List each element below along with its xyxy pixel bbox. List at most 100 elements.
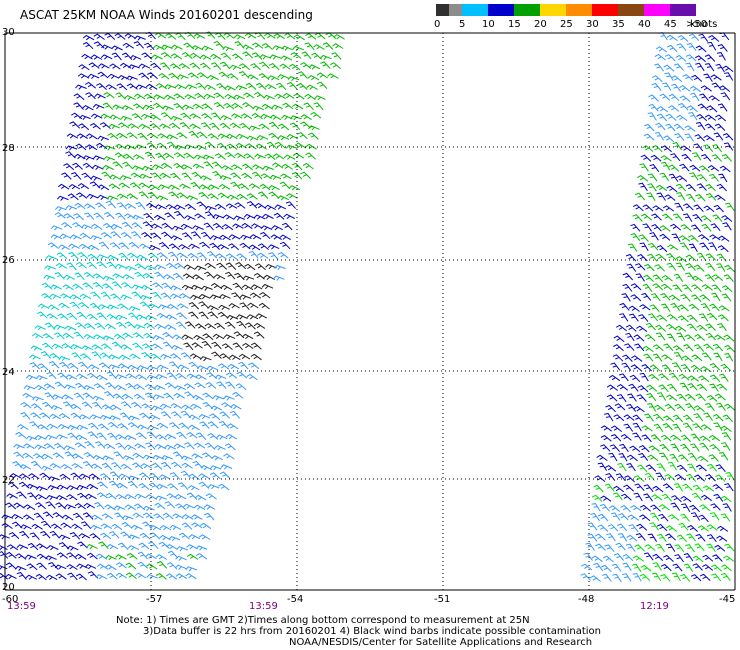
wind-barb bbox=[175, 32, 186, 41]
wind-barb bbox=[37, 311, 48, 319]
wind-barb bbox=[259, 61, 270, 69]
wind-barb bbox=[172, 513, 184, 519]
wind-barb bbox=[680, 364, 691, 373]
wind-barb bbox=[29, 362, 41, 370]
wind-barb bbox=[46, 371, 57, 380]
wind-barb bbox=[103, 391, 115, 399]
wind-barb bbox=[121, 281, 133, 289]
wind-barb bbox=[113, 333, 126, 340]
wind-barb bbox=[641, 425, 653, 432]
wind-barb bbox=[141, 352, 152, 360]
wind-barb bbox=[231, 53, 243, 61]
wind-barb bbox=[96, 492, 108, 499]
wind-barb bbox=[705, 193, 717, 201]
wind-barb bbox=[181, 404, 194, 411]
wind-barb bbox=[31, 523, 43, 530]
wind-barb bbox=[649, 232, 659, 241]
wind-barb bbox=[62, 332, 74, 340]
wind-barb bbox=[300, 114, 312, 121]
wind-barb bbox=[127, 544, 140, 551]
wind-barb bbox=[128, 312, 139, 321]
wind-barb bbox=[219, 411, 231, 419]
legend-swatch-2 bbox=[462, 4, 488, 16]
wind-barb bbox=[59, 361, 70, 370]
wind-barb bbox=[673, 273, 684, 283]
wind-barb bbox=[301, 51, 312, 60]
wind-barb bbox=[285, 144, 298, 150]
wind-barb bbox=[42, 401, 53, 409]
wind-barb bbox=[192, 163, 205, 169]
wind-barb bbox=[146, 202, 158, 209]
wind-barb bbox=[198, 301, 209, 309]
wind-barb bbox=[142, 454, 155, 460]
wind-barb bbox=[212, 395, 224, 401]
wind-barb bbox=[11, 513, 24, 520]
wind-barb bbox=[178, 422, 190, 430]
wind-barb bbox=[224, 151, 236, 159]
legend-swatch-7 bbox=[592, 4, 618, 16]
wind-barb bbox=[723, 334, 735, 342]
wind-barb bbox=[101, 404, 114, 411]
wind-barb bbox=[277, 251, 289, 259]
wind-barb bbox=[700, 215, 712, 223]
wind-barb bbox=[602, 555, 614, 563]
wind-barb bbox=[665, 113, 677, 121]
wind-barb bbox=[627, 514, 639, 521]
wind-barb bbox=[211, 455, 224, 461]
wind-barb bbox=[86, 133, 98, 140]
wind-barb bbox=[74, 272, 85, 281]
wind-barb bbox=[290, 51, 302, 59]
wind-barb bbox=[245, 143, 257, 150]
wind-barb bbox=[683, 213, 693, 222]
wind-barb bbox=[279, 241, 291, 250]
wind-barb bbox=[167, 141, 178, 150]
wind-barb bbox=[268, 191, 280, 199]
wind-barb bbox=[689, 172, 699, 181]
wind-barb bbox=[157, 184, 170, 190]
wind-barb bbox=[103, 443, 116, 450]
wind-barb bbox=[73, 93, 85, 101]
wind-barb bbox=[254, 32, 266, 40]
wind-barb bbox=[264, 84, 277, 90]
wind-barb bbox=[55, 262, 67, 269]
wind-barb bbox=[108, 364, 120, 370]
wind-barb bbox=[164, 382, 176, 389]
wind-barb bbox=[89, 122, 101, 130]
wind-barb bbox=[695, 464, 707, 472]
wind-barb bbox=[142, 505, 155, 511]
wind-barb bbox=[619, 302, 630, 311]
wind-barb bbox=[716, 52, 726, 61]
wind-barb bbox=[274, 93, 286, 99]
wind-barb bbox=[269, 54, 282, 60]
wind-barb bbox=[618, 533, 628, 542]
wind-barb bbox=[171, 44, 183, 50]
wind-barb bbox=[55, 494, 68, 501]
wind-barb bbox=[660, 155, 672, 162]
wind-barb bbox=[255, 263, 266, 271]
wind-barb bbox=[124, 213, 136, 220]
wind-barb bbox=[170, 293, 182, 299]
wind-barb bbox=[170, 353, 182, 360]
wind-barb bbox=[699, 93, 710, 102]
wind-barb bbox=[146, 431, 157, 439]
wind-barb bbox=[327, 73, 339, 79]
wind-barb bbox=[645, 322, 656, 331]
wind-barb bbox=[641, 213, 652, 221]
wind-barb bbox=[122, 332, 134, 339]
wind-barb bbox=[137, 424, 149, 430]
wind-barb bbox=[668, 514, 680, 521]
wind-barb bbox=[595, 543, 606, 551]
wind-barb bbox=[19, 530, 30, 539]
wind-barb bbox=[242, 51, 254, 59]
wind-barb bbox=[174, 210, 185, 219]
wind-barb bbox=[261, 103, 274, 110]
wind-barb bbox=[56, 552, 68, 559]
wind-barb bbox=[71, 523, 83, 530]
wind-barb bbox=[717, 525, 729, 532]
wind-barb bbox=[175, 321, 187, 330]
wind-barb bbox=[661, 303, 671, 312]
wind-barb bbox=[648, 103, 659, 112]
wind-barb bbox=[145, 553, 157, 560]
wind-barb bbox=[185, 573, 197, 580]
legend-label-40: 40 bbox=[638, 19, 651, 30]
